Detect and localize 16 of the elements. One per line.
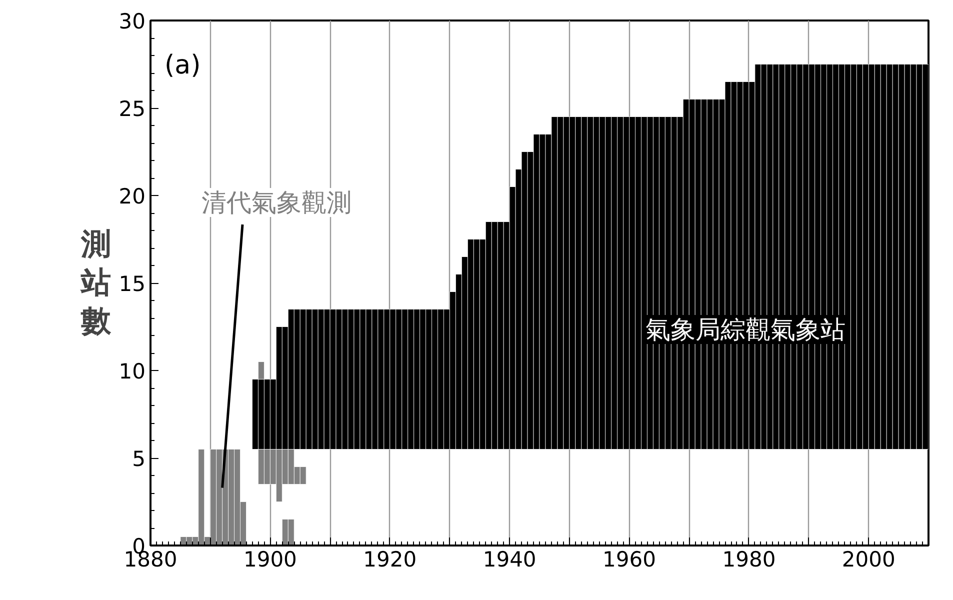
annotation: (a) <box>164 50 201 80</box>
y-axis-title: 測站數 <box>78 227 112 339</box>
x-tick-label: 1940 <box>482 548 536 572</box>
y-tick-label: 5 <box>132 447 146 471</box>
y-tick-label: 25 <box>118 97 146 121</box>
annotation: 清代氣象觀測 <box>202 188 352 217</box>
x-tick-label: 2000 <box>842 548 896 572</box>
x-tick-label: 1900 <box>243 548 297 572</box>
x-tick-label: 1980 <box>722 548 776 572</box>
y-tick-label: 10 <box>118 360 146 384</box>
y-tick-label: 15 <box>118 272 146 296</box>
y-tick-label: 30 <box>118 10 146 34</box>
y-tick-label: 20 <box>118 184 146 208</box>
x-tick-label: 1920 <box>363 548 417 572</box>
x-tick-label: 1960 <box>602 548 656 572</box>
annotation: 氣象局綜觀氣象站 <box>646 315 846 344</box>
